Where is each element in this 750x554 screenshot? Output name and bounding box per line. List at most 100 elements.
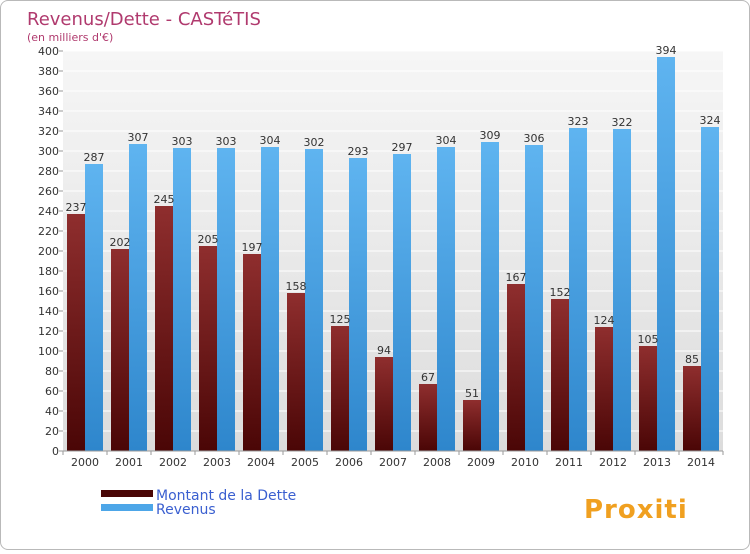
y-tick-label: 320 bbox=[38, 125, 59, 138]
x-tick-label: 2005 bbox=[291, 456, 319, 469]
bar-debt bbox=[507, 284, 525, 451]
y-tick-label: 380 bbox=[38, 65, 59, 78]
x-tick-label: 2014 bbox=[687, 456, 715, 469]
bar-debt bbox=[243, 254, 261, 451]
bar-label-revenus: 324 bbox=[700, 114, 721, 127]
bar-revenus bbox=[657, 57, 675, 451]
bar-label-revenus: 303 bbox=[172, 135, 193, 148]
y-tick-label: 160 bbox=[38, 285, 59, 298]
x-tick-label: 2013 bbox=[643, 456, 671, 469]
y-tick-label: 20 bbox=[45, 425, 59, 438]
legend-swatch-debt bbox=[101, 490, 153, 497]
bar-label-debt: 205 bbox=[198, 233, 219, 246]
bar-label-debt: 105 bbox=[638, 333, 659, 346]
x-tick-label: 2007 bbox=[379, 456, 407, 469]
bar-revenus bbox=[525, 145, 543, 451]
x-tick-label: 2009 bbox=[467, 456, 495, 469]
legend-label-debt: Montant de la Dette bbox=[156, 488, 296, 504]
y-tick-label: 180 bbox=[38, 265, 59, 278]
y-tick-label: 100 bbox=[38, 345, 59, 358]
bar-revenus bbox=[129, 144, 147, 451]
legend: Montant de la Dette Revenus bbox=[101, 488, 296, 518]
x-tick-label: 2011 bbox=[555, 456, 583, 469]
x-tick-label: 2004 bbox=[247, 456, 275, 469]
bar-label-revenus: 394 bbox=[656, 44, 677, 57]
x-tick-label: 2002 bbox=[159, 456, 187, 469]
x-tick-label: 2000 bbox=[71, 456, 99, 469]
bar-revenus bbox=[217, 148, 235, 451]
bar-label-debt: 237 bbox=[66, 201, 87, 214]
y-tick-label: 300 bbox=[38, 145, 59, 158]
bar-debt bbox=[419, 384, 437, 451]
bar-label-revenus: 304 bbox=[436, 134, 457, 147]
bar-debt bbox=[463, 400, 481, 451]
x-tick-label: 2008 bbox=[423, 456, 451, 469]
bar-label-revenus: 304 bbox=[260, 134, 281, 147]
bar-label-debt: 125 bbox=[330, 313, 351, 326]
proxiti-logo: Proxiti bbox=[584, 495, 688, 525]
bar-revenus bbox=[701, 127, 719, 451]
bar-label-revenus: 302 bbox=[304, 136, 325, 149]
x-tick-label: 2012 bbox=[599, 456, 627, 469]
bar-label-debt: 197 bbox=[242, 241, 263, 254]
y-tick-label: 220 bbox=[38, 225, 59, 238]
bar-debt bbox=[155, 206, 173, 451]
bar-label-debt: 85 bbox=[685, 353, 699, 366]
x-axis-ticks: 2000 2001 2002 2003 2004 2005 2006 2007 2008 2009… bbox=[62, 451, 724, 469]
bar-label-revenus: 293 bbox=[348, 145, 369, 158]
x-tick-label: 2001 bbox=[115, 456, 143, 469]
chart-title: Revenus/Dette - CASTéTIS bbox=[27, 9, 261, 30]
bar-revenus bbox=[85, 164, 103, 451]
bar-debt bbox=[551, 299, 569, 451]
bar-label-revenus: 307 bbox=[128, 131, 149, 144]
bar-revenus bbox=[305, 149, 323, 451]
y-tick-label: 260 bbox=[38, 185, 59, 198]
bar-debt bbox=[639, 346, 657, 451]
bar-debt bbox=[111, 249, 129, 451]
bar-revenus bbox=[481, 142, 499, 451]
bar-revenus bbox=[261, 147, 279, 451]
bar-debt bbox=[683, 366, 701, 451]
legend-label-revenus: Revenus bbox=[156, 502, 216, 518]
bar-label-revenus: 287 bbox=[84, 151, 105, 164]
bar-debt bbox=[199, 246, 217, 451]
bar-label-debt: 124 bbox=[594, 314, 615, 327]
y-tick-label: 40 bbox=[45, 405, 59, 418]
bar-revenus bbox=[613, 129, 631, 451]
x-tick-label: 2003 bbox=[203, 456, 231, 469]
y-axis-ticks: 0 20 40 60 80 100 120 140 160 180 200 220 240 260 280 3… bbox=[38, 45, 63, 458]
legend-swatch-revenus bbox=[101, 504, 153, 511]
chart-subtitle: (en milliers d'€) bbox=[27, 31, 113, 44]
bar-label-revenus: 306 bbox=[524, 132, 545, 145]
y-tick-label: 280 bbox=[38, 165, 59, 178]
bars bbox=[67, 57, 719, 451]
bar-revenus bbox=[569, 128, 587, 451]
y-tick-label: 200 bbox=[38, 245, 59, 258]
x-tick-label: 2006 bbox=[335, 456, 363, 469]
bar-revenus bbox=[349, 158, 367, 451]
bar-debt bbox=[595, 327, 613, 451]
bar-revenus bbox=[393, 154, 411, 451]
bar-label-debt: 51 bbox=[465, 387, 479, 400]
bar-revenus bbox=[437, 147, 455, 451]
bar-label-debt: 152 bbox=[550, 286, 571, 299]
bar-label-revenus: 323 bbox=[568, 115, 589, 128]
y-tick-label: 400 bbox=[38, 45, 59, 58]
y-tick-label: 340 bbox=[38, 105, 59, 118]
bar-label-debt: 158 bbox=[286, 280, 307, 293]
bar-debt bbox=[331, 326, 349, 451]
y-tick-label: 80 bbox=[45, 365, 59, 378]
bar-label-revenus: 297 bbox=[392, 141, 413, 154]
y-tick-label: 140 bbox=[38, 305, 59, 318]
bar-debt bbox=[67, 214, 85, 451]
bar-label-revenus: 309 bbox=[480, 129, 501, 142]
bar-debt bbox=[287, 293, 305, 451]
y-tick-label: 360 bbox=[38, 85, 59, 98]
bar-label-debt: 167 bbox=[506, 271, 527, 284]
bar-label-debt: 94 bbox=[377, 344, 391, 357]
bar-revenus bbox=[173, 148, 191, 451]
y-tick-label: 60 bbox=[45, 385, 59, 398]
y-tick-label: 0 bbox=[52, 445, 59, 458]
